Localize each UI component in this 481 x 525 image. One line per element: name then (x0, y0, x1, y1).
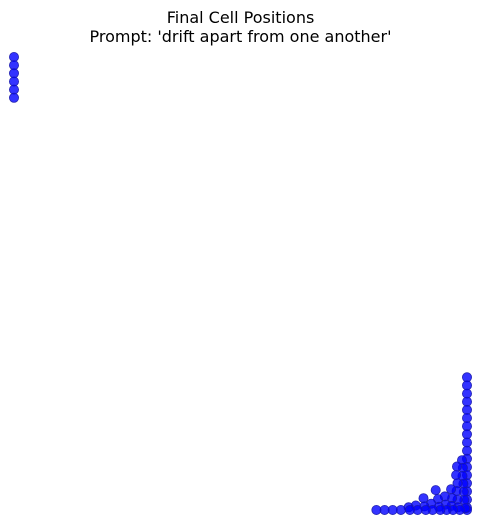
chart-subtitle: Prompt: 'drift apart from one another' (89, 27, 392, 46)
chart-title: Final Cell Positions (166, 8, 315, 27)
cell-point (430, 485, 441, 496)
cell-point (446, 484, 457, 495)
cell-point (418, 493, 429, 504)
cell-point (451, 461, 462, 472)
cell-point (8, 92, 19, 103)
chart-title-block: Final Cell Positions Prompt: 'drift apar… (0, 8, 481, 46)
cell-point (451, 470, 462, 481)
cell-point (371, 504, 382, 515)
cell-point (404, 504, 415, 515)
points-layer (8, 52, 472, 515)
